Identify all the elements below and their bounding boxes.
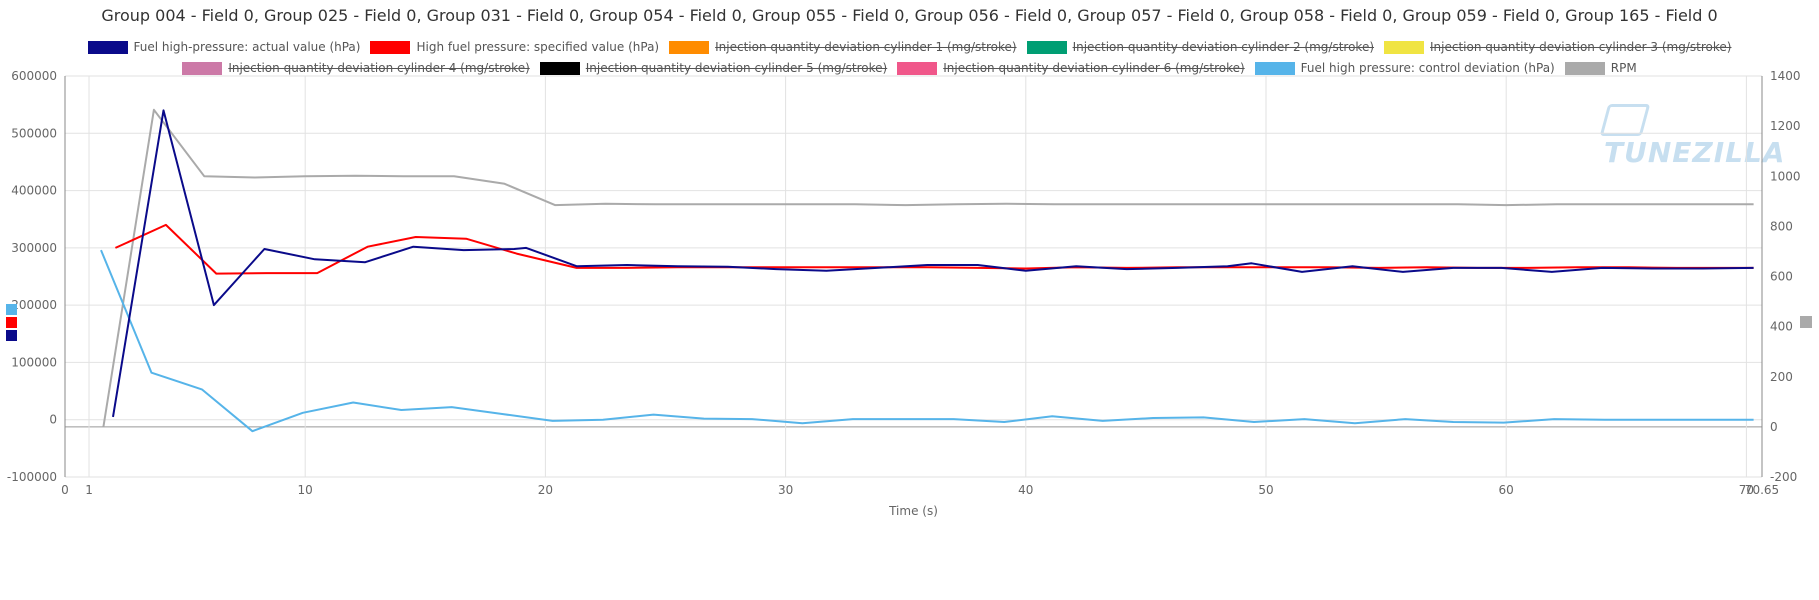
x-tick-label: 70 [1739, 483, 1754, 497]
legend-label: Fuel high-pressure: actual value (hPa) [133, 40, 361, 54]
chart-legend: Fuel high-pressure: actual value (hPa) Hi… [0, 40, 1819, 82]
x-tick-label: 10 [298, 483, 313, 497]
left-marker-control-deviation [6, 304, 17, 315]
x-tick-label: 70.65 [1745, 483, 1779, 497]
legend-item[interactable]: High fuel pressure: specified value (hPa… [370, 40, 659, 54]
legend-label: Injection quantity deviation cylinder 4 … [228, 61, 530, 75]
series-line [114, 223, 1754, 275]
chart-title: Group 004 - Field 0, Group 025 - Field 0… [101, 6, 1718, 25]
y-right-tick-label: 1400 [1770, 69, 1801, 83]
x-tick-label: 40 [1018, 483, 1033, 497]
legend-swatch [539, 61, 580, 75]
legend-item[interactable]: Injection quantity deviation cylinder 2 … [1026, 40, 1375, 54]
legend-swatch [1254, 61, 1295, 75]
legend-row: Fuel high-pressure: actual value (hPa) Hi… [0, 40, 1819, 54]
legend-swatch [669, 40, 710, 54]
legend-item[interactable]: Fuel high-pressure: actual value (hPa) [87, 40, 361, 54]
y-right-tick-label: 800 [1770, 219, 1793, 233]
y-right-tick-label: 400 [1770, 320, 1793, 334]
legend-item[interactable]: Injection quantity deviation cylinder 5 … [539, 61, 888, 75]
legend-swatch [182, 61, 223, 75]
legend-item[interactable]: Injection quantity deviation cylinder 6 … [897, 61, 1245, 75]
y-right-tick-label: 600 [1770, 270, 1793, 284]
watermark-text: TUNEZILLA [1604, 136, 1786, 169]
left-marker-actual-value [6, 330, 17, 341]
x-tick-label: 50 [1258, 483, 1273, 497]
left-axis-series-markers [6, 304, 17, 343]
legend-label: Injection quantity deviation cylinder 2 … [1072, 40, 1375, 54]
legend-label: Fuel high pressure: control deviation (h… [1300, 61, 1555, 75]
x-tick-label: 30 [778, 483, 793, 497]
right-axis-series-marker-rpm [1800, 316, 1812, 328]
y-right-tick-label: -200 [1770, 470, 1797, 484]
legend-swatch [87, 40, 128, 54]
tunezilla-watermark: TUNEZILLA [1599, 102, 1819, 169]
legend-swatch [1384, 40, 1425, 54]
legend-label: RPM [1610, 61, 1637, 75]
series-line [102, 108, 1754, 428]
legend-row: Injection quantity deviation cylinder 4 … [0, 61, 1819, 75]
x-tick-label: 1 [85, 483, 93, 497]
y-left-tick-label: 0 [49, 413, 57, 427]
left-marker-specified-value [6, 317, 17, 328]
y-left-tick-label: 600000 [11, 69, 57, 83]
y-left-tick-label: 200000 [11, 298, 57, 312]
legend-swatch [897, 61, 938, 75]
y-right-tick-label: 1200 [1770, 119, 1801, 133]
x-tick-label: 0 [61, 483, 69, 497]
legend-label: High fuel pressure: specified value (hPa… [416, 40, 660, 54]
y-right-tick-label: 1000 [1770, 169, 1801, 183]
legend-label: Injection quantity deviation cylinder 6 … [943, 61, 1245, 75]
legend-item[interactable]: Injection quantity deviation cylinder 3 … [1384, 40, 1731, 54]
legend-item[interactable]: RPM [1564, 61, 1637, 75]
y-left-tick-label: 400000 [11, 184, 57, 198]
series-line [100, 249, 1754, 433]
legend-label: Injection quantity deviation cylinder 3 … [1430, 40, 1732, 54]
x-axis-title: Time (s) [888, 504, 938, 518]
y-right-tick-label: 200 [1770, 370, 1793, 384]
legend-swatch [1564, 61, 1605, 75]
x-tick-label: 60 [1499, 483, 1514, 497]
y-left-tick-label: 300000 [11, 241, 57, 255]
y-left-tick-label: 100000 [11, 355, 57, 369]
x-tick-label: 20 [538, 483, 553, 497]
legend-swatch [1026, 40, 1067, 54]
y-left-tick-label: -100000 [7, 470, 57, 484]
series-line [112, 109, 1754, 418]
legend-item[interactable]: Fuel high pressure: control deviation (h… [1254, 61, 1555, 75]
legend-item[interactable]: Injection quantity deviation cylinder 1 … [669, 40, 1017, 54]
legend-label: Injection quantity deviation cylinder 1 … [715, 40, 1017, 54]
y-right-tick-label: 0 [1770, 420, 1778, 434]
legend-label: Injection quantity deviation cylinder 5 … [585, 61, 888, 75]
legend-item[interactable]: Injection quantity deviation cylinder 4 … [182, 61, 530, 75]
y-left-tick-label: 500000 [11, 126, 57, 140]
legend-swatch [370, 40, 411, 54]
